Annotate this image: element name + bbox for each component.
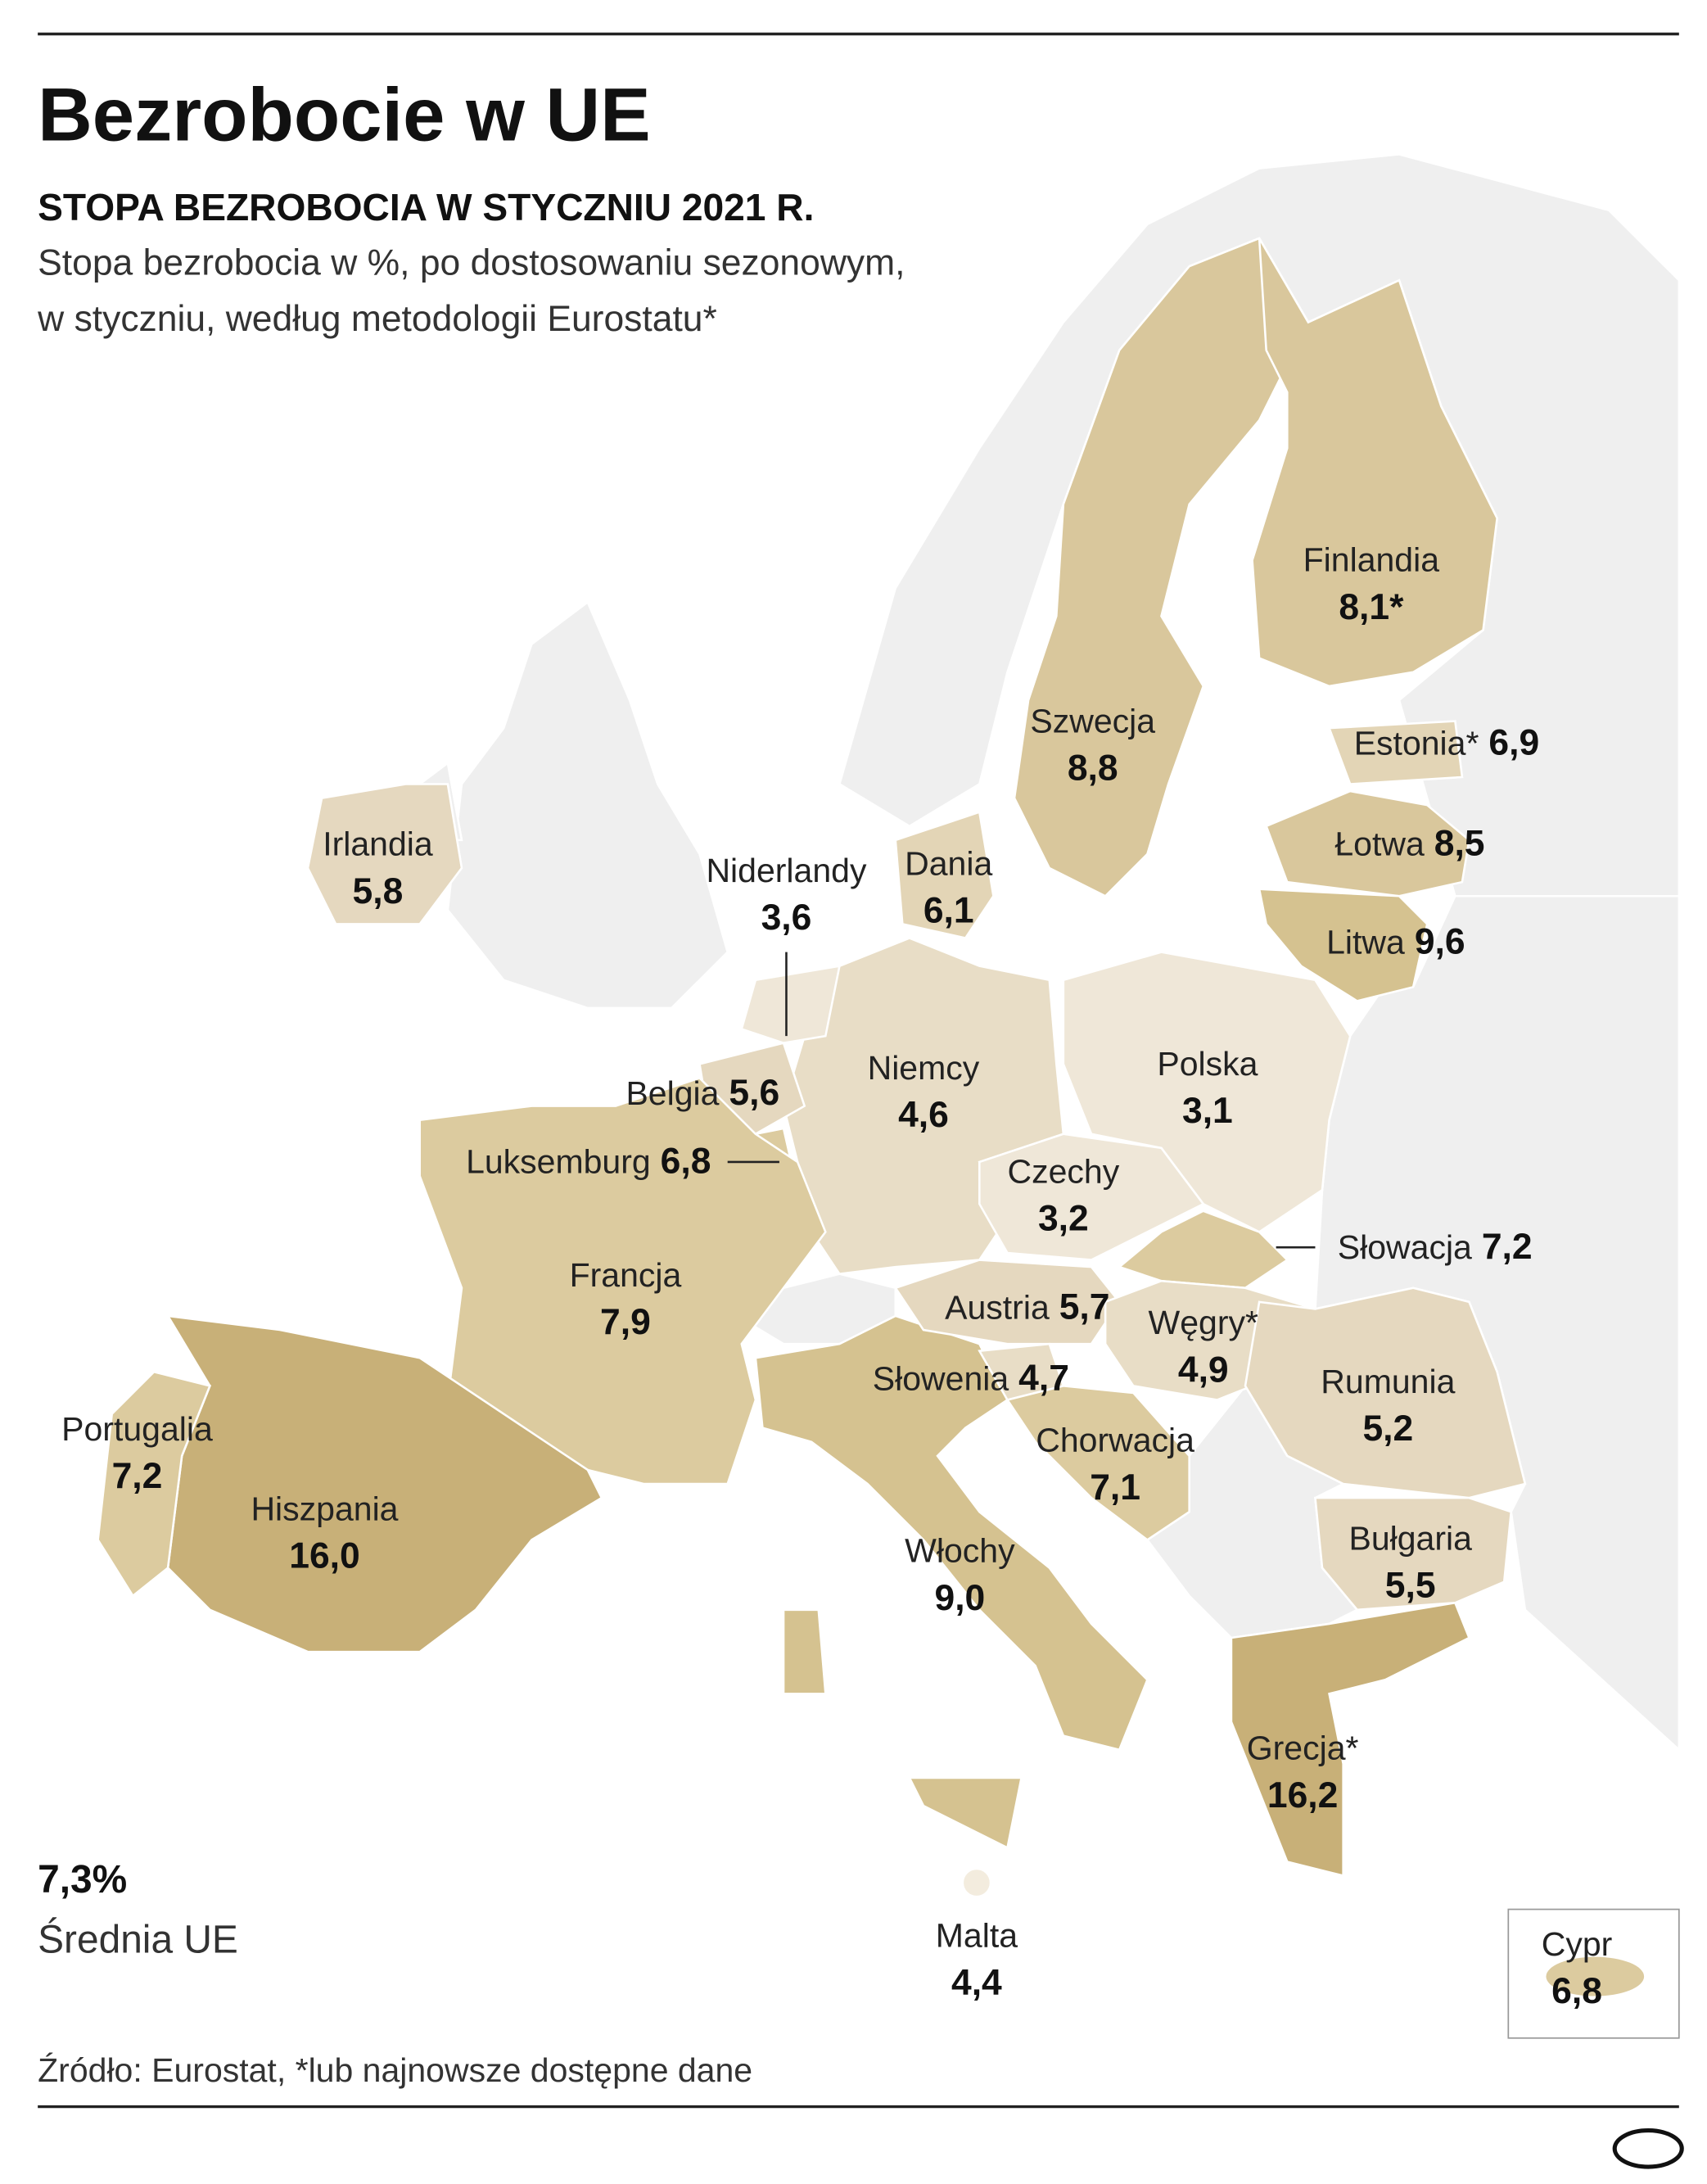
subtitle: STOPA BEZROBOCIA W STYCZNIU 2021 R.: [38, 186, 814, 228]
country-name: Niemcy: [868, 1049, 980, 1087]
country-name: Niderlandy: [706, 852, 866, 889]
leader-lines: [727, 952, 1316, 1249]
country-value: 8,1*: [1339, 587, 1404, 627]
country-value: 5,2: [1362, 1409, 1413, 1449]
country-name: Chorwacja: [1036, 1422, 1194, 1459]
shape-finland: [1251, 237, 1498, 688]
shape-cyprus: [1546, 1956, 1645, 1996]
shape-romania: [1244, 1286, 1527, 1499]
country-value: 6,8: [661, 1142, 711, 1182]
country-name: Hiszpania: [251, 1490, 398, 1527]
shape-bulgaria: [1314, 1496, 1513, 1612]
shape-malta: [961, 1867, 992, 1898]
country-value: 16,2: [1267, 1775, 1338, 1815]
country-name: Węgry*: [1149, 1304, 1258, 1341]
non-eu-land: [418, 153, 1681, 1752]
shape-slovakia: [1117, 1210, 1289, 1290]
country-name: Polska: [1157, 1045, 1258, 1083]
country-value: 4,7: [1018, 1359, 1069, 1399]
shape-poland: [1062, 951, 1352, 1233]
country-value: 5,7: [1059, 1286, 1110, 1327]
shape-denmark: [894, 811, 995, 939]
shape-latvia: [1265, 789, 1470, 898]
country-value: 6,9: [1488, 723, 1539, 763]
country-name: Dania: [905, 845, 992, 883]
logo: [1612, 2128, 1684, 2169]
country-value: 6,1: [923, 891, 974, 931]
country-name: Słowacja: [1338, 1228, 1472, 1266]
country-value: 4,6: [898, 1095, 949, 1135]
country-value: 3,1: [1182, 1091, 1233, 1131]
source: Źródło: Eurostat, *lub najnowsze dostępn…: [38, 2051, 752, 2089]
country-name: Austria: [945, 1288, 1050, 1326]
country-value: 8,8: [1068, 748, 1118, 788]
eu-countries: [97, 237, 1527, 1898]
country-value: 3,2: [1038, 1199, 1089, 1239]
country-name: Irlandia: [323, 825, 433, 863]
country-name: Litwa: [1326, 923, 1405, 961]
country-value: 5,8: [353, 871, 404, 911]
country-name: Finlandia: [1303, 541, 1440, 579]
country-name: Szwecja: [1030, 702, 1155, 739]
country-name: Cypr: [1542, 1925, 1613, 1963]
country-name: Malta: [936, 1917, 1018, 1955]
shape-czechia: [978, 1133, 1205, 1261]
country-labels: Finlandia 8,1* Szwecja 8,8 Estonia* 6,9 Łotwa 8…: [61, 541, 1612, 2011]
country-value: 7,2: [1482, 1227, 1533, 1267]
country-name: Czechy: [1007, 1153, 1119, 1191]
country-name: Włochy: [905, 1532, 1015, 1570]
shape-greece: [1230, 1601, 1471, 1878]
country-name: Portugalia: [61, 1410, 213, 1448]
country-value: 7,9: [600, 1302, 651, 1342]
country-value: 9,6: [1415, 921, 1465, 961]
description-line: w styczniu, według metodologii Eurostatu…: [37, 299, 717, 339]
title: Bezrobocie w UE: [38, 71, 651, 156]
country-value: 7,2: [112, 1456, 163, 1496]
shape-estonia: [1327, 720, 1464, 785]
country-value: 4,4: [951, 1963, 1002, 2003]
country-name: Grecja*: [1247, 1730, 1359, 1767]
shape-sweden: [1013, 237, 1310, 898]
shape-ireland: [306, 783, 463, 925]
country-value: 6,8: [1551, 1971, 1602, 2011]
country-value: 5,6: [729, 1073, 779, 1113]
average-value: 7,3%: [38, 1858, 127, 1901]
shape-netherlands: [740, 965, 842, 1045]
shape-sardinia: [782, 1608, 827, 1695]
country-name: Luksemburg: [466, 1143, 651, 1181]
logo-shape: [1612, 2128, 1684, 2169]
country-name: Estonia*: [1354, 725, 1479, 762]
country-value: 16,0: [289, 1536, 359, 1576]
country-value: 5,5: [1385, 1565, 1436, 1605]
shape-lithuania: [1258, 888, 1429, 1002]
land-uk: [446, 600, 729, 1010]
country-value: 9,0: [935, 1578, 986, 1618]
country-name: Słowenia: [873, 1360, 1009, 1398]
country-value: 3,6: [761, 898, 812, 938]
country-name: Francja: [570, 1256, 682, 1294]
shape-portugal: [97, 1370, 212, 1598]
average-label: Średnia UE: [38, 1917, 238, 1962]
country-value: 4,9: [1178, 1350, 1229, 1390]
country-name: Łotwa: [1334, 825, 1425, 863]
country-name: Belgia: [625, 1074, 719, 1112]
shape-sicily: [907, 1776, 1023, 1850]
shape-croatia: [1005, 1385, 1190, 1541]
country-value: 7,1: [1090, 1467, 1140, 1508]
country-value: 8,5: [1434, 824, 1485, 864]
description-line: Stopa bezrobocia w %, po dostosowaniu se…: [38, 242, 905, 283]
country-name: Bułgaria: [1348, 1519, 1472, 1557]
country-name: Rumunia: [1321, 1363, 1455, 1400]
